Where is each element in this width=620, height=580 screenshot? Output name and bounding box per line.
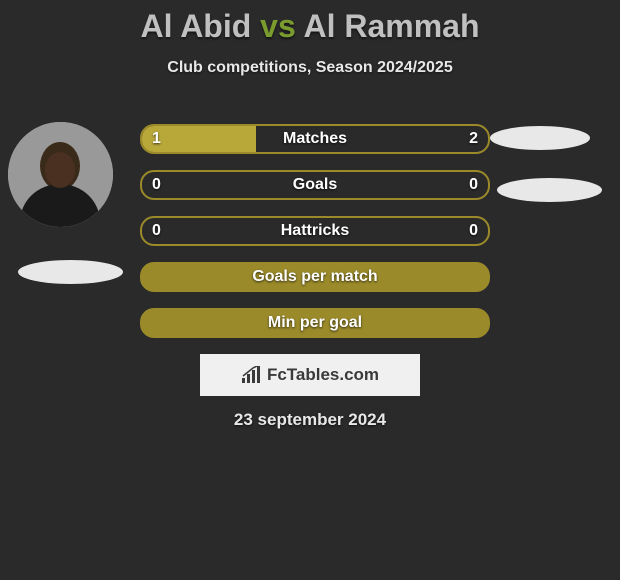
page-title: Al Abid vs Al Rammah [0, 0, 620, 45]
logo-text: FcTables.com [267, 365, 379, 385]
subtitle: Club competitions, Season 2024/2025 [0, 59, 620, 77]
bar-label: Min per goal [142, 314, 488, 332]
stat-bar: 12Matches [140, 124, 490, 154]
date-text: 23 september 2024 [0, 410, 620, 430]
player2-name: Al Rammah [303, 8, 479, 44]
logo-box: FcTables.com [200, 354, 420, 396]
bar-label: Goals [142, 176, 488, 194]
bars-chart-icon [241, 366, 263, 384]
bar-label: Hattricks [142, 222, 488, 240]
bar-label: Matches [142, 130, 488, 148]
avatar-placeholder-icon [8, 122, 113, 227]
comparison-bars: 12Matches 00Goals 00Hattricks Goals per mat… [140, 124, 490, 354]
stat-bar: Min per goal [140, 308, 490, 338]
player2-badge-oval-1 [490, 126, 590, 150]
player1-avatar [8, 122, 113, 227]
comparison-infographic: Al Abid vs Al Rammah Club competitions, … [0, 0, 620, 580]
player1-badge-oval [18, 260, 123, 284]
player1-name: Al Abid [140, 8, 251, 44]
player2-badge-oval-2 [497, 178, 602, 202]
stat-bar: 00Goals [140, 170, 490, 200]
stat-bar: Goals per match [140, 262, 490, 292]
bar-label: Goals per match [142, 268, 488, 286]
stat-bar: 00Hattricks [140, 216, 490, 246]
vs-text: vs [260, 8, 296, 44]
